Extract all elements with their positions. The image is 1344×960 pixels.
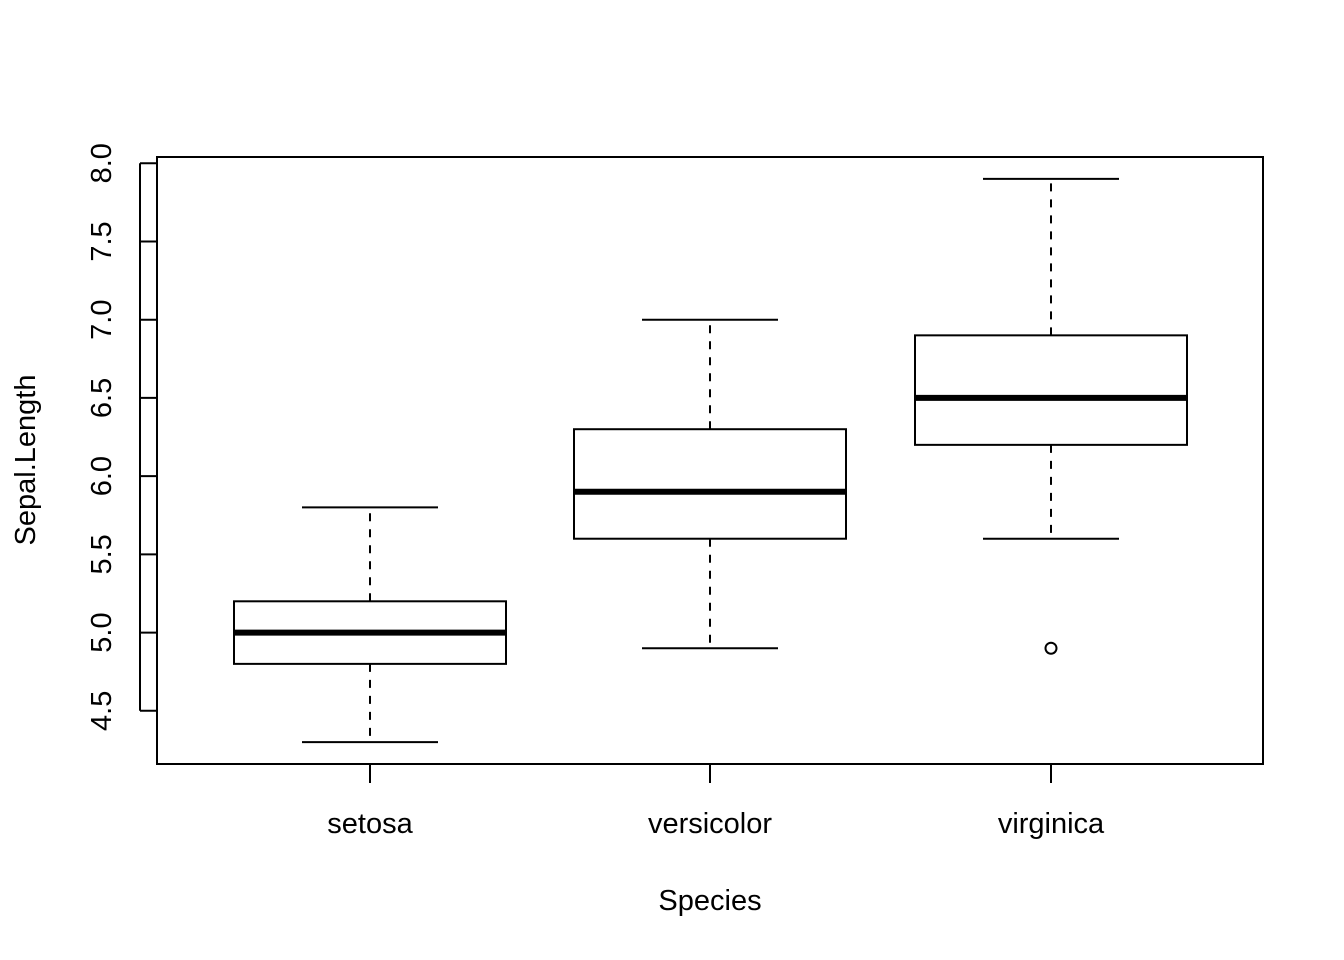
y-axis: 4.5 5.0 5.5 6.0 6.5 7.0 7.5 8.0: [86, 143, 157, 731]
y-tick-label: 7.0: [86, 300, 118, 340]
x-axis-title: Species: [658, 885, 761, 917]
iqr-box: [573, 428, 847, 540]
y-tick-label: 5.0: [86, 612, 118, 652]
x-axis: setosa versicolor virginica: [327, 764, 1105, 840]
y-tick-label: 5.5: [86, 534, 118, 574]
box-series: [233, 177, 1188, 744]
outlier-point: [1044, 641, 1058, 655]
x-tick-label: versicolor: [648, 808, 772, 840]
x-tick-label: setosa: [327, 808, 413, 840]
y-tick-label: 6.0: [86, 456, 118, 496]
iqr-box: [914, 334, 1188, 446]
y-tick-label: 6.5: [86, 378, 118, 418]
y-axis-title: Sepal.Length: [10, 375, 42, 546]
y-tick-label: 4.5: [86, 691, 118, 731]
x-tick-label: virginica: [998, 808, 1105, 840]
y-tick-label: 8.0: [86, 143, 118, 183]
y-tick-label: 7.5: [86, 221, 118, 261]
